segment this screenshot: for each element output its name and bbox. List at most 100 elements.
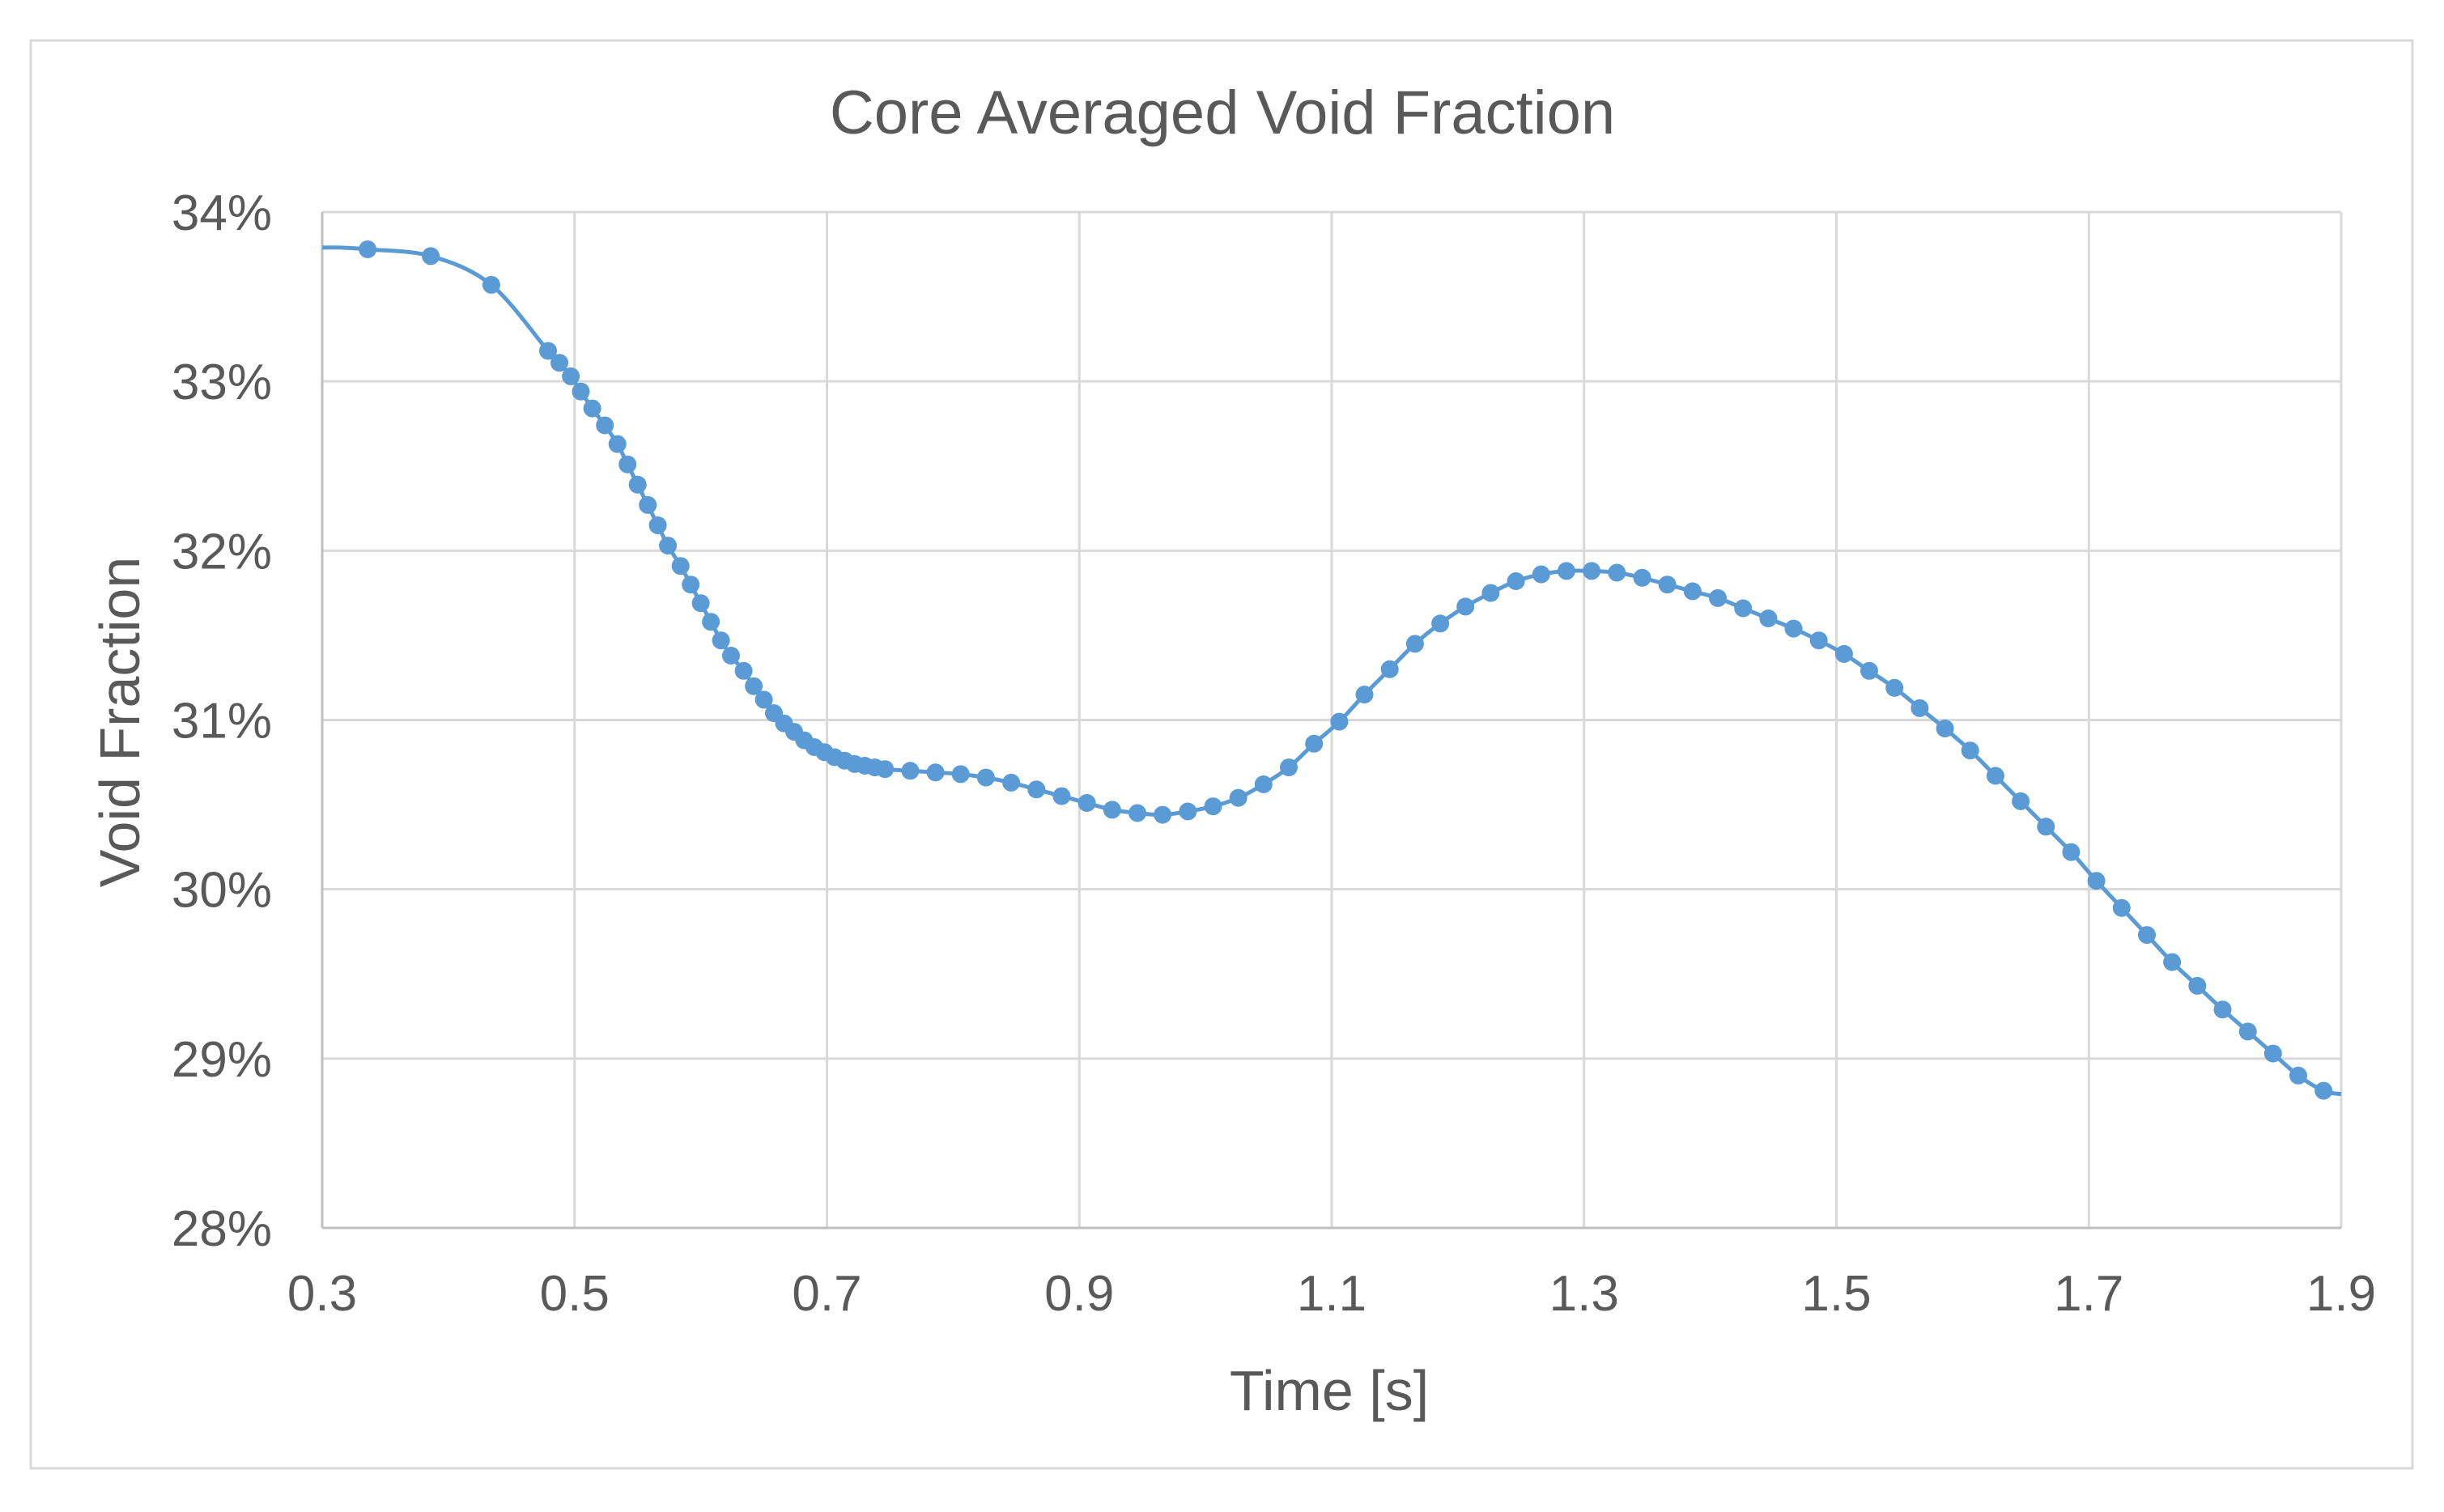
data-point [596, 416, 614, 435]
data-point [583, 399, 601, 418]
data-point [1280, 758, 1298, 777]
data-point [572, 382, 590, 401]
data-point [1103, 801, 1121, 819]
data-point [618, 455, 637, 474]
data-point [1961, 741, 1979, 760]
data-point [901, 762, 920, 780]
data-point [1204, 797, 1222, 816]
y-tick-label: 33% [172, 355, 272, 410]
data-point [1557, 562, 1575, 580]
data-point [1052, 787, 1071, 805]
data-point [1027, 780, 1046, 799]
data-point [2012, 792, 2030, 810]
data-point [722, 647, 740, 665]
data-point [2238, 1022, 2257, 1041]
data-point [1608, 563, 1626, 582]
data-point [702, 613, 720, 631]
data-point [1734, 599, 1753, 618]
data-point [712, 631, 730, 650]
data-point [1784, 619, 1803, 638]
data-point [2138, 926, 2156, 945]
data-point [1633, 568, 1651, 587]
y-tick-label: 34% [172, 185, 272, 241]
data-point [2112, 898, 2131, 917]
data-point [1355, 686, 1374, 704]
data-point [1154, 805, 1172, 824]
x-tick-label: 0.3 [287, 1266, 357, 1322]
data-point [1077, 794, 1096, 812]
data-point [659, 537, 678, 555]
data-point [1583, 562, 1601, 580]
data-point [2163, 953, 2182, 971]
data-point [1809, 631, 1828, 650]
data-point [1431, 614, 1450, 633]
y-axis-tick-labels: 28% 29% 30% 31% 32% 33% 34% [172, 185, 272, 1257]
data-point [1456, 597, 1475, 616]
data-point [1759, 609, 1778, 627]
data-point [1986, 767, 2004, 785]
data-point [608, 435, 627, 453]
data-point [691, 594, 710, 613]
data-point [422, 247, 440, 265]
data-point [2062, 843, 2081, 861]
data-point [671, 557, 690, 575]
x-tick-label: 0.5 [540, 1266, 610, 1322]
data-point [1532, 565, 1550, 584]
data-point [976, 768, 995, 787]
data-point [754, 690, 773, 709]
chart-area-border [29, 39, 2414, 1470]
data-point [1179, 802, 1197, 821]
data-point [1911, 699, 1929, 717]
data-point [2213, 1000, 2232, 1019]
data-point [2314, 1081, 2333, 1100]
x-tick-label: 1.5 [1801, 1266, 1871, 1322]
data-point [539, 342, 557, 360]
data-point [1658, 575, 1677, 594]
series-void-fraction [321, 240, 2342, 1100]
data-point [1709, 588, 1727, 607]
axes [321, 212, 2341, 1230]
x-tick-label: 1.3 [1549, 1266, 1619, 1322]
y-tick-label: 31% [172, 694, 272, 750]
data-point [1834, 644, 1853, 663]
data-point [951, 765, 970, 784]
data-point [1305, 734, 1324, 753]
data-point [648, 516, 667, 534]
x-tick-label: 0.9 [1044, 1266, 1114, 1322]
data-point [734, 661, 753, 680]
data-point [876, 760, 895, 779]
x-tick-label: 0.7 [792, 1266, 861, 1322]
data-point [562, 367, 580, 385]
data-point [2087, 872, 2106, 890]
data-point [1229, 788, 1248, 807]
data-point [550, 354, 568, 372]
x-axis-label: Time [s] [1230, 1359, 1429, 1422]
data-point [2037, 818, 2055, 836]
data-point [2263, 1044, 2282, 1063]
data-point [2188, 976, 2207, 995]
data-point [482, 275, 500, 294]
y-tick-label: 32% [172, 524, 272, 580]
x-tick-label: 1.1 [1297, 1266, 1367, 1322]
data-point [639, 495, 657, 514]
data-point [1002, 773, 1021, 792]
data-point [926, 763, 945, 782]
data-point [682, 575, 700, 594]
data-point [1405, 635, 1424, 653]
data-point [1254, 775, 1273, 793]
data-point [1860, 661, 1878, 680]
data-point [1683, 582, 1702, 601]
data-point [745, 677, 763, 695]
data-point [1330, 712, 1349, 731]
chart-title: Core Averaged Void Fraction [830, 79, 1615, 147]
data-point [1936, 720, 1954, 737]
data-point [1380, 660, 1399, 678]
x-tick-label: 1.7 [2054, 1266, 2123, 1322]
y-tick-label: 28% [172, 1201, 272, 1257]
y-axis-label: Void Fraction [88, 557, 151, 888]
data-point [1481, 584, 1500, 602]
y-tick-label: 29% [172, 1032, 272, 1088]
data-point [1507, 572, 1525, 590]
data-point [628, 475, 647, 494]
